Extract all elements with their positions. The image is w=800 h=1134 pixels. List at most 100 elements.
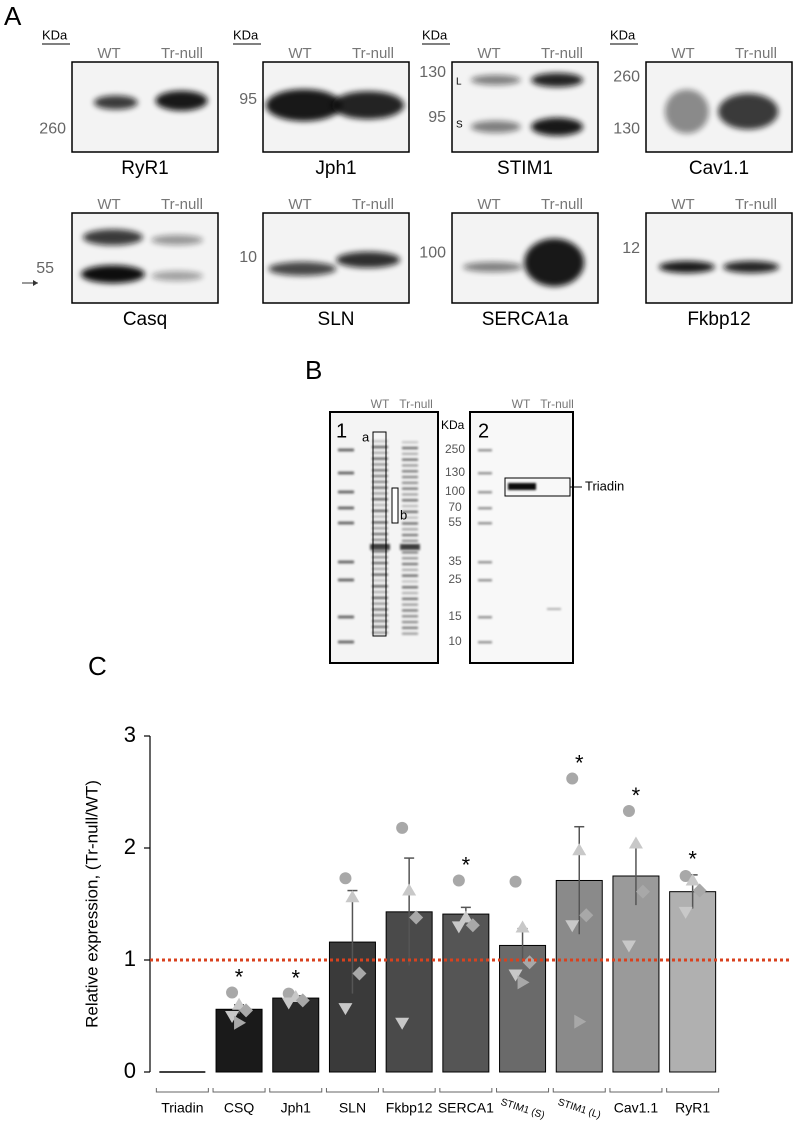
gel-bg <box>470 412 573 663</box>
gel-band <box>372 550 388 553</box>
gel-band <box>372 469 388 472</box>
gel-band <box>372 515 388 518</box>
blot-band <box>93 95 138 110</box>
gel-band <box>402 533 418 537</box>
lane-label: WT <box>288 196 311 213</box>
band-label: Triadin <box>585 478 624 493</box>
data-point <box>622 805 635 818</box>
blot-band <box>151 271 204 281</box>
x-tick-label: SLN <box>339 1100 366 1116</box>
gel-band <box>402 464 418 467</box>
gel-band <box>402 470 418 473</box>
data-point <box>692 883 707 898</box>
gel-band <box>400 544 420 550</box>
blot-band <box>332 91 405 120</box>
marker-label: 95 <box>428 109 446 126</box>
gel-band <box>372 532 388 536</box>
data-point <box>515 920 530 933</box>
box-b <box>391 487 399 524</box>
y-tick-label: 3 <box>124 722 136 747</box>
data-point <box>339 872 352 885</box>
gel-band <box>372 474 388 478</box>
gel-band <box>402 557 418 560</box>
category-bracket <box>269 1088 323 1093</box>
data-point <box>452 874 465 887</box>
kda-label: KDa <box>610 27 636 42</box>
gel-band <box>372 538 388 542</box>
marker-label: 25 <box>448 572 462 586</box>
data-point <box>685 873 700 886</box>
gel-band <box>402 632 418 635</box>
blot-frame <box>645 212 793 304</box>
blot-frame <box>645 61 793 153</box>
gel-number: 1 <box>336 420 347 442</box>
marker-label: 100 <box>445 484 465 498</box>
gel-band <box>478 449 492 452</box>
lane-label: Tr-null <box>399 397 433 411</box>
gel-band <box>508 483 536 490</box>
gel-band <box>402 609 418 612</box>
gel-frame <box>329 411 439 664</box>
marker-label: 10 <box>239 249 257 266</box>
gel-band <box>478 616 492 619</box>
gel-band <box>402 528 418 531</box>
gel-band <box>372 579 388 582</box>
data-point <box>565 920 580 933</box>
blot-name: Jph1 <box>315 158 356 179</box>
data-point <box>232 997 247 1010</box>
gel-band <box>372 590 388 594</box>
gel-band <box>338 490 354 494</box>
gel-band <box>478 522 492 525</box>
lane-label: Tr-null <box>352 45 394 62</box>
data-point <box>451 921 466 934</box>
lane-label: WT <box>288 45 311 62</box>
data-point <box>679 870 692 882</box>
blot-band <box>470 75 521 85</box>
gel-band <box>372 440 388 443</box>
band-label: L <box>456 76 462 87</box>
data-point <box>566 772 579 785</box>
blot-band <box>664 89 709 134</box>
gel-band <box>478 579 492 582</box>
gel-band <box>372 480 388 484</box>
gel-band <box>402 441 418 444</box>
lane-label: Tr-null <box>540 397 574 411</box>
significance: * <box>575 750 584 775</box>
gel-band <box>372 498 388 501</box>
x-tick-label: STIM1 (S) <box>499 1097 546 1122</box>
blot-band <box>82 229 143 246</box>
data-point <box>522 955 537 970</box>
gel-band <box>478 472 492 475</box>
panel-label: B <box>305 355 322 385</box>
lane-label: WT <box>671 45 694 62</box>
kda-label: KDa <box>42 27 68 42</box>
y-tick-label: 2 <box>124 834 136 859</box>
gel-band <box>372 556 388 559</box>
gel-band <box>372 445 388 449</box>
data-point <box>352 966 367 981</box>
gel-band <box>372 608 388 611</box>
gel-band <box>372 521 388 524</box>
gel-band <box>402 458 418 461</box>
category-bracket <box>552 1088 606 1093</box>
kda-label: KDa <box>422 27 448 42</box>
marker-label: 250 <box>445 442 465 456</box>
gel-band <box>402 591 418 595</box>
gel-band <box>402 580 418 583</box>
data-point <box>234 1015 247 1030</box>
blot-band <box>268 261 337 276</box>
kda-label: KDa <box>441 418 465 432</box>
lane-label: WT <box>97 45 120 62</box>
data-point <box>402 883 417 896</box>
x-tick-label: Triadin <box>161 1100 203 1116</box>
data-point <box>338 1003 353 1016</box>
gel-band <box>402 586 418 589</box>
y-tick-label: 1 <box>124 946 136 971</box>
blot-band <box>531 117 584 136</box>
marker-label: 130 <box>419 64 446 81</box>
box-label: a <box>362 429 370 444</box>
gel-band <box>372 631 388 634</box>
data-point <box>458 910 473 923</box>
data-point <box>579 908 594 923</box>
